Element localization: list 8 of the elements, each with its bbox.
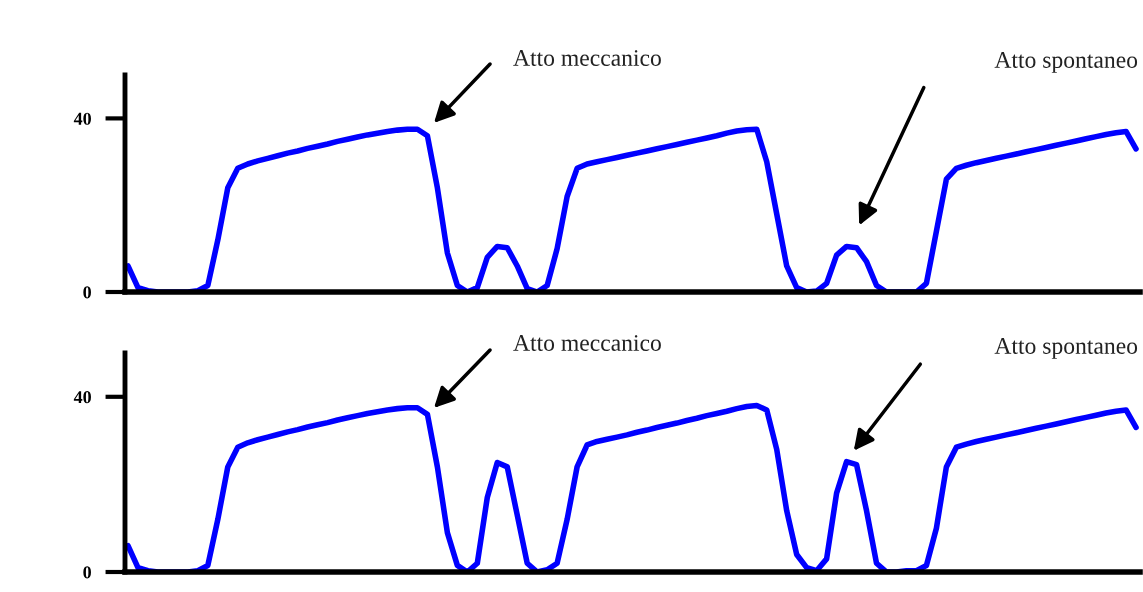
annotation: Atto spontaneo [994, 338, 1138, 359]
y-tick-label: 40 [73, 391, 91, 404]
text: Atto meccanico [513, 335, 661, 351]
y-tick-label: 0 [83, 286, 91, 299]
text: Atto meccanico [513, 50, 661, 66]
y-tick-label: 40 [73, 112, 91, 125]
y-tick-label: 0 [83, 566, 91, 579]
text: Atto spontaneo [994, 52, 1138, 73]
